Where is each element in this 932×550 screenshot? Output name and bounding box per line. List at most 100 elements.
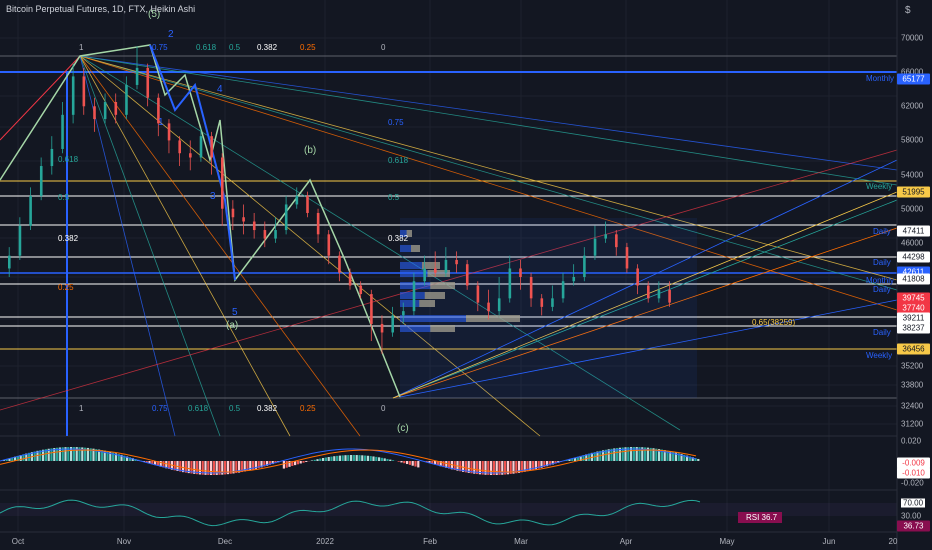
fib-bottom-label: 0 — [381, 404, 386, 413]
rsi-band — [0, 503, 897, 516]
macd-bar — [428, 461, 431, 463]
macd-bar — [638, 447, 641, 461]
time-tick-dec: Dec — [217, 537, 233, 546]
time-axis[interactable]: Oct Nov Dec 2022 Feb Mar Apr May Jun 20 — [0, 532, 898, 550]
macd-bar — [543, 461, 546, 467]
macd-bar — [529, 461, 532, 471]
time-tick-apr: Apr — [619, 537, 633, 546]
candle-body — [572, 277, 576, 282]
currency-icon[interactable]: $ — [905, 5, 911, 16]
candle-body — [306, 195, 309, 213]
macd-bar — [506, 461, 509, 475]
fib-left-label: 0.5 — [58, 193, 70, 202]
macd-bar — [641, 447, 644, 461]
wave-label: (a) — [226, 320, 239, 331]
macd-bar — [5, 459, 8, 461]
grid-lines — [0, 0, 897, 532]
macd-bar — [588, 453, 591, 461]
macd-bar — [22, 454, 25, 461]
macd-bar — [492, 461, 495, 475]
macd-bar — [162, 461, 165, 468]
rsi-panel[interactable] — [0, 499, 897, 527]
macd-bar — [47, 448, 50, 461]
macd-bar — [210, 461, 213, 475]
macd-bar — [669, 451, 672, 461]
macd-bar — [417, 461, 420, 468]
volume-profile-bar — [406, 230, 412, 237]
candle-body — [338, 255, 341, 273]
wave-label: 5 — [232, 307, 238, 318]
macd-bar — [431, 461, 434, 464]
fib-bottom-label: 0.25 — [300, 404, 316, 413]
macd-bar — [660, 449, 663, 461]
volume-profile-bar — [419, 300, 435, 307]
macd-bar — [663, 450, 666, 461]
macd-bar — [294, 461, 297, 466]
price-axis[interactable]: 7000066000620005800054000500004600042000… — [897, 0, 932, 532]
level-label: Monthly — [866, 276, 895, 285]
price-tick: 46000 — [901, 238, 924, 248]
macd-bar — [109, 451, 112, 461]
macd-bar — [352, 455, 355, 461]
volume-profile-bar — [400, 315, 520, 322]
price-badge: 41808 — [897, 273, 930, 285]
candle-body — [508, 268, 512, 299]
macd-bar — [380, 457, 383, 461]
fib-top-label: 0.75 — [152, 43, 168, 52]
candle-body — [284, 204, 288, 231]
candle-body — [540, 298, 544, 307]
candle-body — [668, 289, 671, 303]
macd-tick: 0.020 — [901, 436, 922, 446]
macd-bar — [462, 461, 465, 472]
macd-panel[interactable] — [0, 447, 700, 475]
macd-bar — [498, 461, 501, 475]
macd-bar — [504, 461, 507, 475]
candle-body — [380, 323, 384, 333]
macd-bar — [168, 461, 171, 470]
wave-label: (b) — [304, 145, 317, 156]
macd-bar — [229, 461, 232, 474]
macd-bar — [534, 461, 537, 470]
macd-bar — [624, 447, 627, 461]
candle-body — [125, 84, 128, 115]
macd-bar — [64, 447, 67, 461]
macd-bar — [582, 455, 585, 461]
macd-bar — [187, 461, 190, 474]
macd-bar — [646, 447, 649, 461]
macd-bar — [618, 447, 621, 461]
macd-bar — [386, 458, 389, 461]
macd-bar — [644, 447, 647, 461]
macd-bar — [249, 461, 252, 471]
rsi-label[interactable]: RSI 36.7 — [738, 512, 783, 523]
drawing-tools[interactable] — [0, 44, 898, 437]
price-badge: 39745 — [897, 292, 930, 304]
time-tick-nov: Nov — [116, 537, 132, 546]
candle-body — [476, 285, 480, 303]
candle-body — [444, 259, 448, 273]
macd-bar — [95, 449, 98, 461]
macd-bar — [515, 461, 518, 474]
macd-bar — [201, 461, 204, 475]
price-tick: 62000 — [901, 101, 924, 111]
macd-bar — [98, 449, 101, 461]
macd-bar — [131, 458, 134, 461]
candle-body — [561, 281, 565, 299]
macd-bar — [145, 461, 148, 463]
macd-bar — [414, 461, 417, 467]
candle-body — [327, 234, 331, 256]
macd-bar — [243, 461, 246, 472]
macd-bar — [240, 461, 243, 473]
macd-bar — [8, 458, 11, 461]
candle-body — [93, 106, 96, 120]
candle-body — [295, 195, 299, 205]
macd-bar — [604, 449, 607, 461]
fib-left-label: 0.25 — [58, 283, 74, 292]
macd-bar — [551, 461, 554, 465]
price-badge: 42611 — [897, 266, 930, 278]
macd-badge: -0.009 — [897, 457, 930, 469]
macd-bar — [520, 461, 523, 473]
level-label: Daily — [873, 258, 891, 267]
macd-bar — [495, 461, 498, 475]
macd-bar — [372, 456, 375, 461]
